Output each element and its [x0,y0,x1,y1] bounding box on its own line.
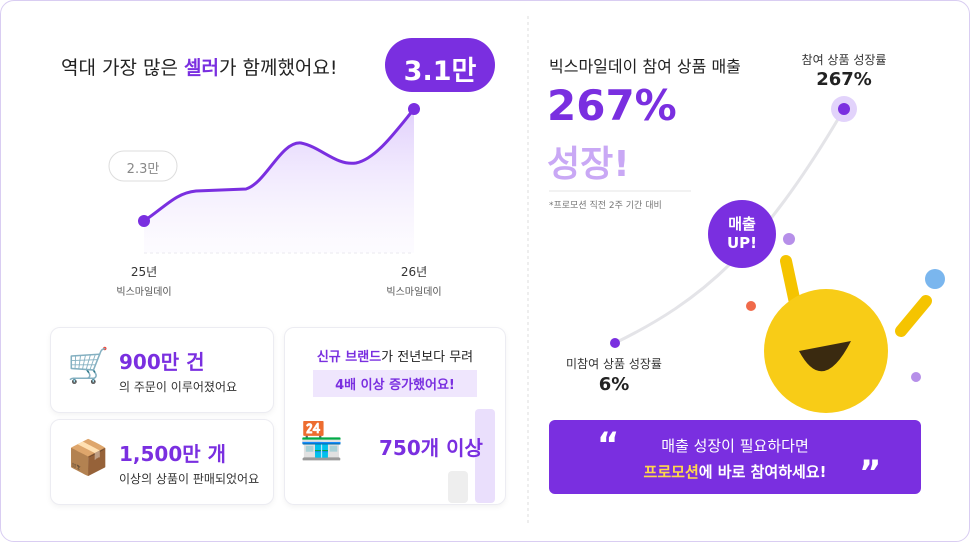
start-tag [108,150,178,182]
top-value: 267% [816,69,872,90]
badge-text: 3.1만 [403,56,477,87]
icon: 📦 [67,438,110,478]
brand-line2: 4배 이상 증가했어요! [313,370,477,397]
end-point [408,103,420,115]
icon: 🛒 [67,346,110,386]
card-title: 1,500만 개 [119,442,227,466]
text: 역대 가장 많은 [61,57,184,79]
low-point [610,338,620,348]
text: UP! [726,234,757,252]
flower [783,233,795,245]
bar-after [475,409,495,503]
quote: ” [859,453,882,493]
flower [746,301,756,311]
text: 에 바로 참여하세요! [698,463,827,481]
icon: 🏪 [299,421,344,462]
top-label: 참여 상품 성장률 [801,53,887,67]
note: *프로모션 직전 2주 기간 대비 [549,201,662,211]
big-value: 267% [547,81,677,130]
bar-before [448,471,468,503]
quote: “ [597,425,620,465]
bubble [708,200,776,268]
badge [385,38,495,92]
highlight: 신규 브랜드 [316,350,382,365]
flower [925,269,945,289]
trend-line [143,108,416,223]
year: 26년 [400,265,428,279]
bubble-text: 매출 UP! [708,215,776,253]
highlight: 셀러 [184,57,219,79]
start-point [138,215,150,227]
card-text: 이상의 상품이 판매되었어요 [119,472,260,486]
year: 25년 [130,265,158,279]
mouth [799,341,851,372]
bottom-label: 미참여 상품 성장률 [566,357,662,371]
card-title: 900만 건 [119,350,205,374]
bottom-value: 6% [598,374,630,395]
text: 매출 [728,215,756,233]
brand-card: 신규 브랜드가 전년보다 무려 4배 이상 증가했어요! 🏪 750개 이상 [284,327,506,505]
card: 📦 1,500만 개 이상의 상품이 판매되었어요 [50,419,274,505]
event: 빅스마일데이 [116,287,172,298]
start-label: 2.3만 [126,162,160,177]
right-title: 빅스마일데이 참여 상품 매출 [549,57,741,76]
brand-value: 750개 이상 [379,436,483,460]
brand-line1: 신규 브랜드가 전년보다 무려 [285,346,505,365]
text: 매출 성장이 필요하다면 [661,437,809,455]
highlight: 프로모션 [643,463,699,481]
text: 가 전년보다 무려 [381,350,474,365]
event: 빅스마일데이 [386,287,442,298]
card-text: 의 주문이 이루어졌어요 [119,380,238,394]
flower [911,372,921,382]
headline: 역대 가장 많은 셀러가 함께했어요! [61,53,338,80]
banner [549,420,921,494]
text: 가 함께했어요! [218,57,338,79]
big-sub: 성장! [547,144,630,185]
high-point [838,103,850,115]
card: 🛒 900만 건 의 주문이 이루어졌어요 [50,327,274,413]
area [144,109,414,253]
